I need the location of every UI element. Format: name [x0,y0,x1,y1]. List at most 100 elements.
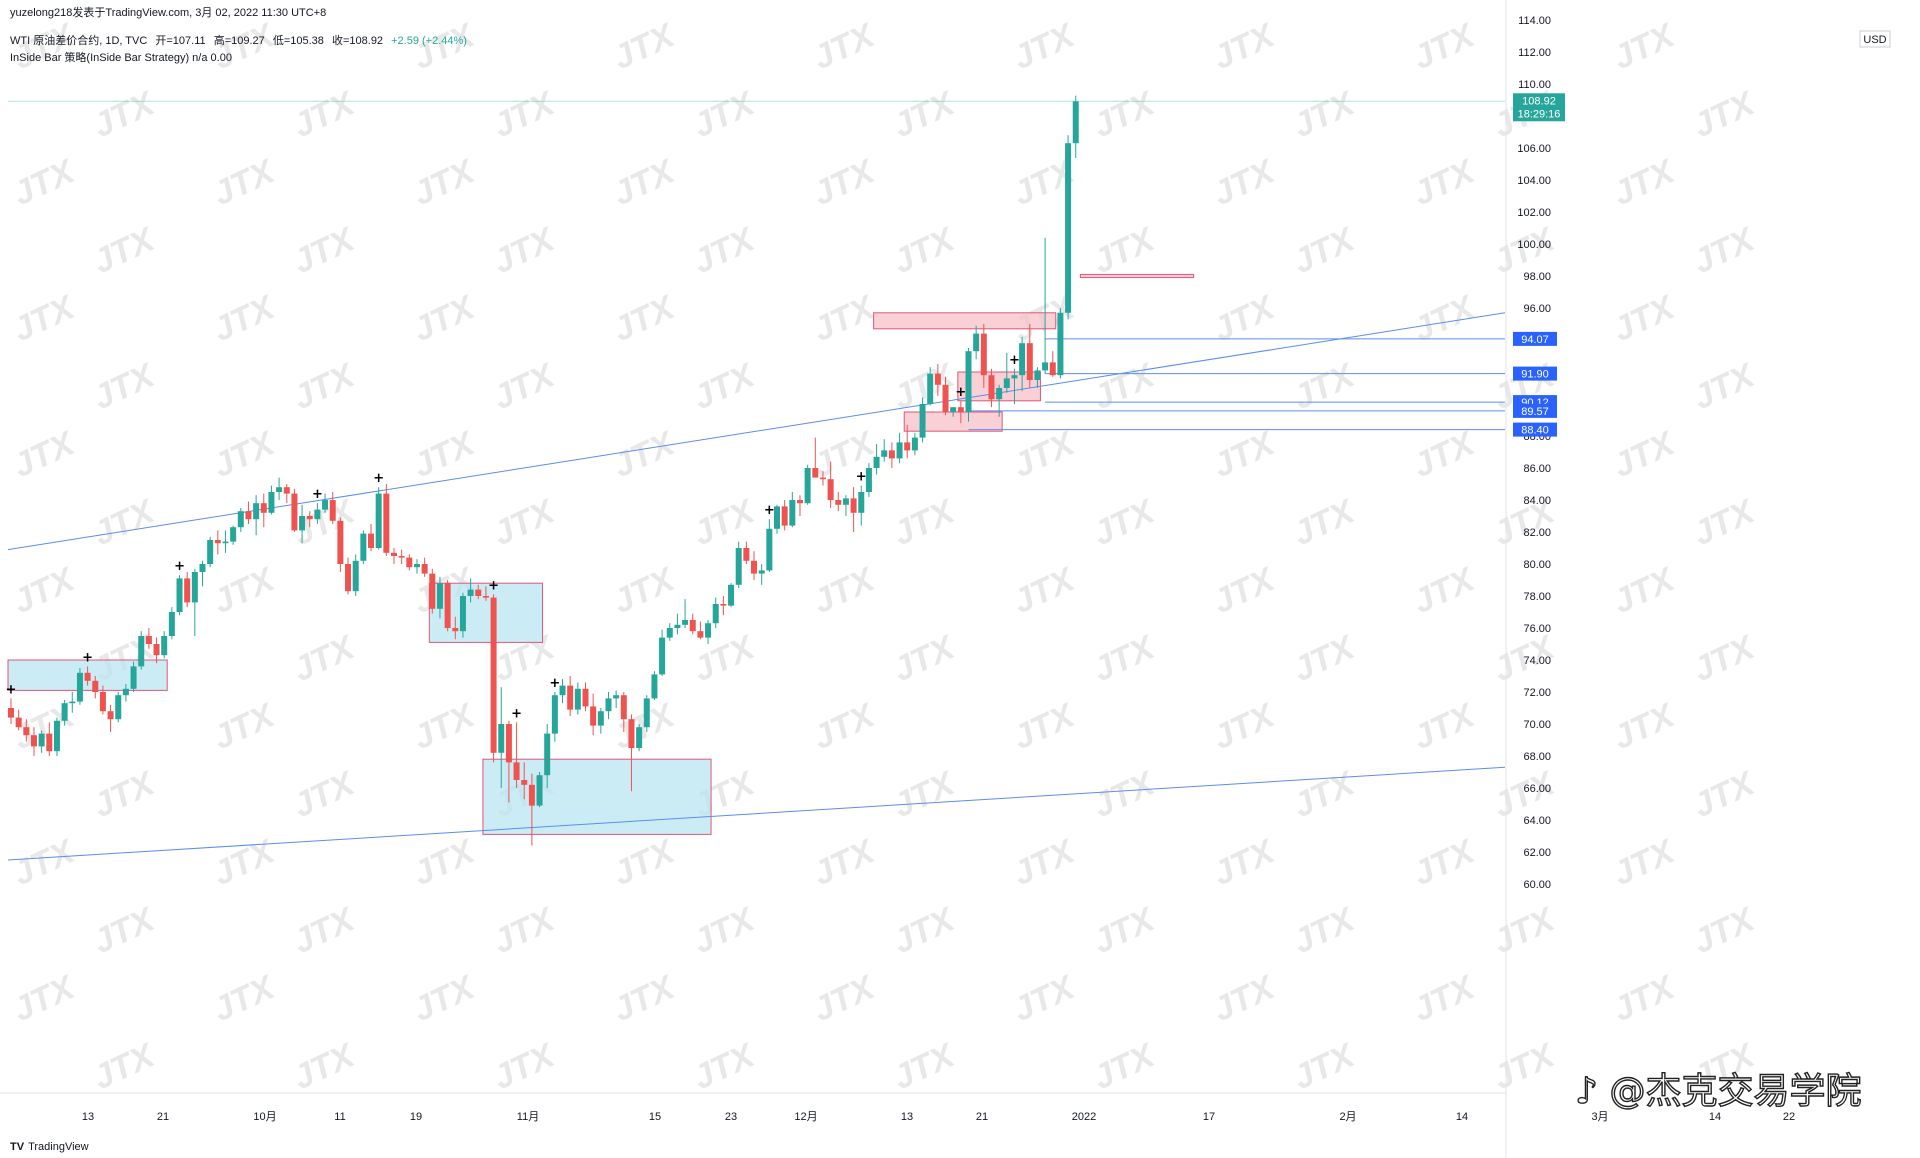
candle-body [781,506,788,526]
watermark-text: JTX [1687,899,1762,961]
symbol-name[interactable]: WTI 原油差价合约, 1D, TVC [10,35,148,47]
candle-body [291,493,298,531]
watermark-text: JTX [607,559,682,621]
watermark-text: JTX [1487,899,1562,961]
watermark-text: JTX [1607,967,1682,1029]
time-tick-label: 12月 [794,1111,817,1123]
candle-body [766,528,773,571]
price-tick-label: 84.00 [1523,495,1551,507]
price-tick-label: 72.00 [1523,687,1551,699]
candle-body [1065,143,1072,313]
candle [1011,368,1018,404]
candle-body [973,333,980,352]
candle-body [130,666,137,689]
time-tick-label: 10月 [253,1111,276,1123]
candle-body [743,548,750,561]
candle [911,432,918,456]
douyin-icon: ♪ [1574,1070,1598,1112]
candle-body [184,578,191,603]
strategy-legend[interactable]: InSide Bar 策略(InSide Bar Strategy) n/a 0… [10,52,232,64]
candle [536,772,543,808]
candle [1072,95,1079,158]
candle [927,367,934,406]
price-tick-label: 82.00 [1523,527,1551,539]
close-value: 收=108.92 [331,35,384,47]
watermark-text: JTX [1407,967,1482,1029]
inside-bar-marker: + [856,470,867,485]
watermark-text: JTX [287,355,362,417]
watermark-text: JTX [87,491,162,553]
tradingview-logo-icon: TV [10,1141,25,1153]
candle [605,692,612,720]
candle [950,407,957,417]
watermark-text: JTX [1607,695,1682,757]
watermark-text: JTX [487,1035,562,1097]
candle-body [383,493,390,553]
candle [23,719,30,742]
candle [528,773,535,846]
watermark-text: JTX [487,899,562,961]
publisher-line: yuzelong218发表于TradingView.com, 3月 02, 20… [10,7,327,19]
candle-body [728,584,735,606]
candle-body [988,375,995,400]
candle [368,524,375,552]
candle [934,364,941,396]
candle-body [314,509,321,520]
candle [276,477,283,500]
watermark-text: JTX [1407,831,1482,893]
watermark-text: JTX [487,83,562,145]
candle [199,560,206,587]
watermark-text: JTX [1007,831,1082,893]
watermark-text: JTX [1087,219,1162,281]
level-price-tag-label: 94.07 [1521,334,1549,346]
inside-bar-marker: + [82,650,93,665]
candle [728,583,735,608]
candle [490,594,497,763]
candle [352,554,359,596]
candle-body [161,636,168,656]
price-tick-label: 102.00 [1517,207,1551,219]
candle-body [398,556,405,558]
watermark-text: JTX [1287,1035,1362,1097]
price-axis[interactable]: 60.00 62.00 64.00 66.00 68.00 70.00 72.00 74.00… [1505,0,1891,1158]
candle [965,348,972,422]
candle-body [957,407,964,412]
price-tick-label: 78.00 [1523,591,1551,603]
watermark-text: JTX [1687,491,1762,553]
currency-label: USD [1863,34,1886,46]
candle [812,437,819,478]
watermark-text: JTX [1687,219,1762,281]
watermark-text: JTX [1287,219,1362,281]
watermark-text: JTX [607,423,682,485]
time-axis[interactable]: 13 21 10月 11 19 11月 15 23 12月 13 21 2022 17 2月 14 3月 14 2… [0,1092,1795,1123]
watermark-text: JTX [687,899,762,961]
social-watermark: ♪ @杰克交易学院 [1574,1062,1862,1114]
candle-body [276,487,283,492]
candle [299,504,306,544]
watermark-text: JTX [1207,831,1282,893]
candle [513,722,520,788]
candle [153,637,160,664]
candle-body [153,644,160,656]
price-tick-label: 98.00 [1523,271,1551,283]
watermark-text: JTX [607,831,682,893]
time-tick-label: 11月 [517,1111,539,1123]
candle [988,368,995,408]
candle-body [429,573,436,609]
candle [521,762,528,800]
price-tick-label: 60.00 [1523,879,1551,891]
candle [1026,324,1033,388]
time-tick-label: 13 [901,1111,913,1123]
candle-body [835,500,842,505]
watermark-text: JTX [7,151,82,213]
watermark-text: JTX [1607,15,1682,77]
price-tick-label: 100.00 [1517,239,1551,251]
watermark-text: JTX [1007,695,1082,757]
tradingview-logo[interactable]: TV TradingView [10,1141,89,1153]
candle [705,620,712,644]
time-tick-label: 2022 [1072,1111,1096,1123]
watermark-text: JTX [1407,423,1482,485]
watermark-text: JTX [607,967,682,1029]
candle [115,692,122,723]
